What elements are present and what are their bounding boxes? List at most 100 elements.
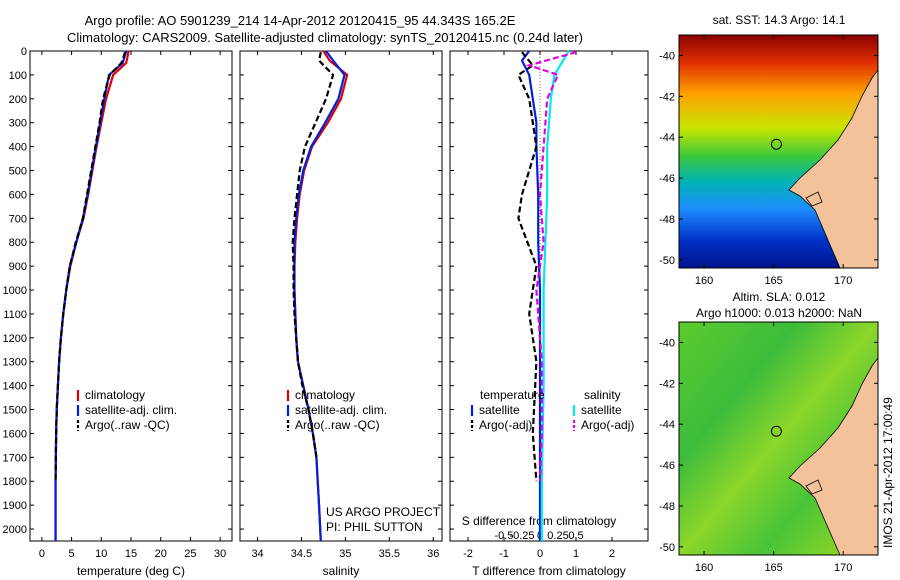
difference-xlabel: T difference from climatology (472, 564, 626, 578)
difference-series-argo-adj- (525, 51, 577, 482)
salinity-xlabel: salinity (323, 564, 360, 578)
depth-tick-label: 0 (21, 46, 27, 58)
salinity-diff-tick-label: -0.25 (509, 530, 534, 542)
depth-tick-label: 1100 (3, 309, 27, 321)
salinity-xtick-label: 34.5 (291, 548, 312, 560)
salinity-profile-chart: 34 34.5 35 35.5 36 salinity climatologysatelli… (239, 50, 443, 578)
map-lat-label: -48 (659, 214, 675, 226)
difference-xtick-label: -2 (463, 548, 473, 560)
depth-tick-label: 1400 (3, 381, 27, 393)
map-lat-label: -44 (659, 132, 675, 144)
map-lat-label: -46 (659, 173, 675, 185)
depth-tick-label: 1300 (3, 357, 27, 369)
sst-land (788, 69, 878, 268)
difference-series-satellite (540, 50, 570, 541)
temperature-xtick-label: 15 (125, 548, 137, 560)
legend-salinity-header: salinity (584, 388, 621, 402)
map-lon-label: 165 (764, 275, 782, 287)
imos-credit: IMOS 21-Apr-2012 17:00:49 (881, 397, 895, 548)
map-lat-label: -50 (659, 542, 675, 554)
sla-map-frame (678, 321, 879, 556)
temperature-xtick-label: 20 (155, 548, 167, 560)
temperature-xtick-label: 25 (184, 548, 196, 560)
salinity-diff-tick-label: 0.25 (547, 530, 568, 542)
salinity-series-argo-raw-qc- (291, 51, 335, 458)
map-lat-label: -50 (659, 255, 675, 267)
map-lat-label: -40 (659, 337, 675, 349)
map-lat-label: -42 (659, 91, 675, 103)
depth-tick-label: 1600 (3, 428, 27, 440)
sst-float-marker (770, 138, 782, 150)
depth-tick-label: 700 (9, 213, 27, 225)
salinity-xtick-label: 35 (339, 548, 351, 560)
difference-xtick-label: 1 (573, 548, 579, 560)
temperature-legend-label: satellite-adj. clim. (85, 403, 177, 417)
depth-tick-label: 100 (9, 70, 27, 82)
sla-land (788, 357, 878, 555)
sla-float-marker (770, 425, 782, 437)
map-lon-label: 170 (834, 562, 852, 574)
salinity-legend-label: climatology (295, 388, 355, 402)
temperature-legend-label: Argo(..raw -QC) (85, 418, 170, 432)
figure-title-line2: Climatology: CARS2009. Satellite-adjuste… (67, 30, 583, 45)
sst-map-axes: -40 -42 -44 -46 -48 -50 160 165 170 (659, 35, 878, 287)
depth-tick-label: 900 (9, 261, 27, 273)
temperature-series-argo-raw-qc- (54, 51, 127, 482)
sla-island (805, 479, 823, 495)
depth-tick-label: 600 (9, 189, 27, 201)
salinity-xtick-label: 36 (427, 548, 439, 560)
map-lon-label: 165 (764, 562, 782, 574)
depth-tick-label: 300 (9, 118, 27, 130)
difference-xtick-label: -1 (499, 548, 509, 560)
difference-legend-label: satellite (479, 403, 520, 417)
salinity-diff-tick-label: -0.5 (495, 530, 514, 542)
project-name: US ARGO PROJECT (326, 505, 441, 519)
temperature-legend-label: climatology (85, 388, 145, 402)
depth-tick-label: 200 (9, 94, 27, 106)
difference-series-satellite (520, 50, 542, 541)
temperature-profile-chart: 0 5 10 15 20 25 300100200300400500600700800900… (3, 46, 233, 578)
difference-series-argo-adj- (517, 51, 538, 482)
sst-island (805, 191, 823, 207)
temperature-xlabel: temperature (deg C) (77, 564, 185, 578)
depth-tick-label: 1800 (3, 476, 27, 488)
depth-tick-label: 1500 (3, 405, 27, 417)
temperature-axes-frame (29, 50, 233, 542)
depth-tick-label: 800 (9, 237, 27, 249)
sst-map-frame (678, 34, 879, 269)
depth-tick-label: 1900 (3, 500, 27, 512)
salinity-xtick-label: 35.5 (379, 548, 400, 560)
depth-tick-label: 2000 (3, 524, 27, 536)
difference-legend-label: Argo(-adj) (581, 418, 634, 432)
map-lat-label: -42 (659, 378, 675, 390)
map-lat-label: -44 (659, 419, 675, 431)
sla-map-title-line2: Argo h1000: 0.013 h2000: NaN (696, 306, 862, 320)
figure-title-line1: Argo profile: AO 5901239_214 14-Apr-2012… (85, 13, 516, 28)
map-lon-label: 170 (834, 275, 852, 287)
difference-legend-label: Argo(-adj) (479, 418, 532, 432)
map-lat-label: -48 (659, 501, 675, 513)
map-lat-label: -40 (659, 50, 675, 62)
salinity-legend-label: satellite-adj. clim. (295, 403, 387, 417)
depth-tick-label: 1700 (3, 452, 27, 464)
sst-map-title: sat. SST: 14.3 Argo: 14.1 (713, 13, 846, 27)
difference-profile-chart: -2 -1 0 1 2-0.5-0.25 0 0.25 0.5S difference fro… (449, 50, 649, 578)
map-lat-label: -46 (659, 460, 675, 472)
temperature-xtick-label: 5 (69, 548, 75, 560)
temperature-xtick-label: 0 (39, 548, 45, 560)
salinity-legend-label: Argo(..raw -QC) (295, 418, 380, 432)
salinity-xtick-label: 34 (251, 548, 263, 560)
difference-legend-label: satellite (581, 403, 622, 417)
depth-tick-label: 400 (9, 142, 27, 154)
difference-xtick-label: 2 (609, 548, 615, 560)
project-pi: PI: PHIL SUTTON (326, 520, 423, 534)
depth-tick-label: 1200 (3, 333, 27, 345)
temperature-xtick-label: 30 (214, 548, 226, 560)
salinity-diff-tick-label: 0.5 (568, 530, 583, 542)
map-lon-label: 160 (695, 275, 713, 287)
temperature-xtick-label: 10 (95, 548, 107, 560)
map-lon-label: 160 (695, 562, 713, 574)
salinity-axes-frame (239, 50, 443, 542)
sst-map: -40 -42 -44 -46 -48 -50 160 165 170 (659, 34, 879, 287)
depth-tick-label: 1000 (3, 285, 27, 297)
